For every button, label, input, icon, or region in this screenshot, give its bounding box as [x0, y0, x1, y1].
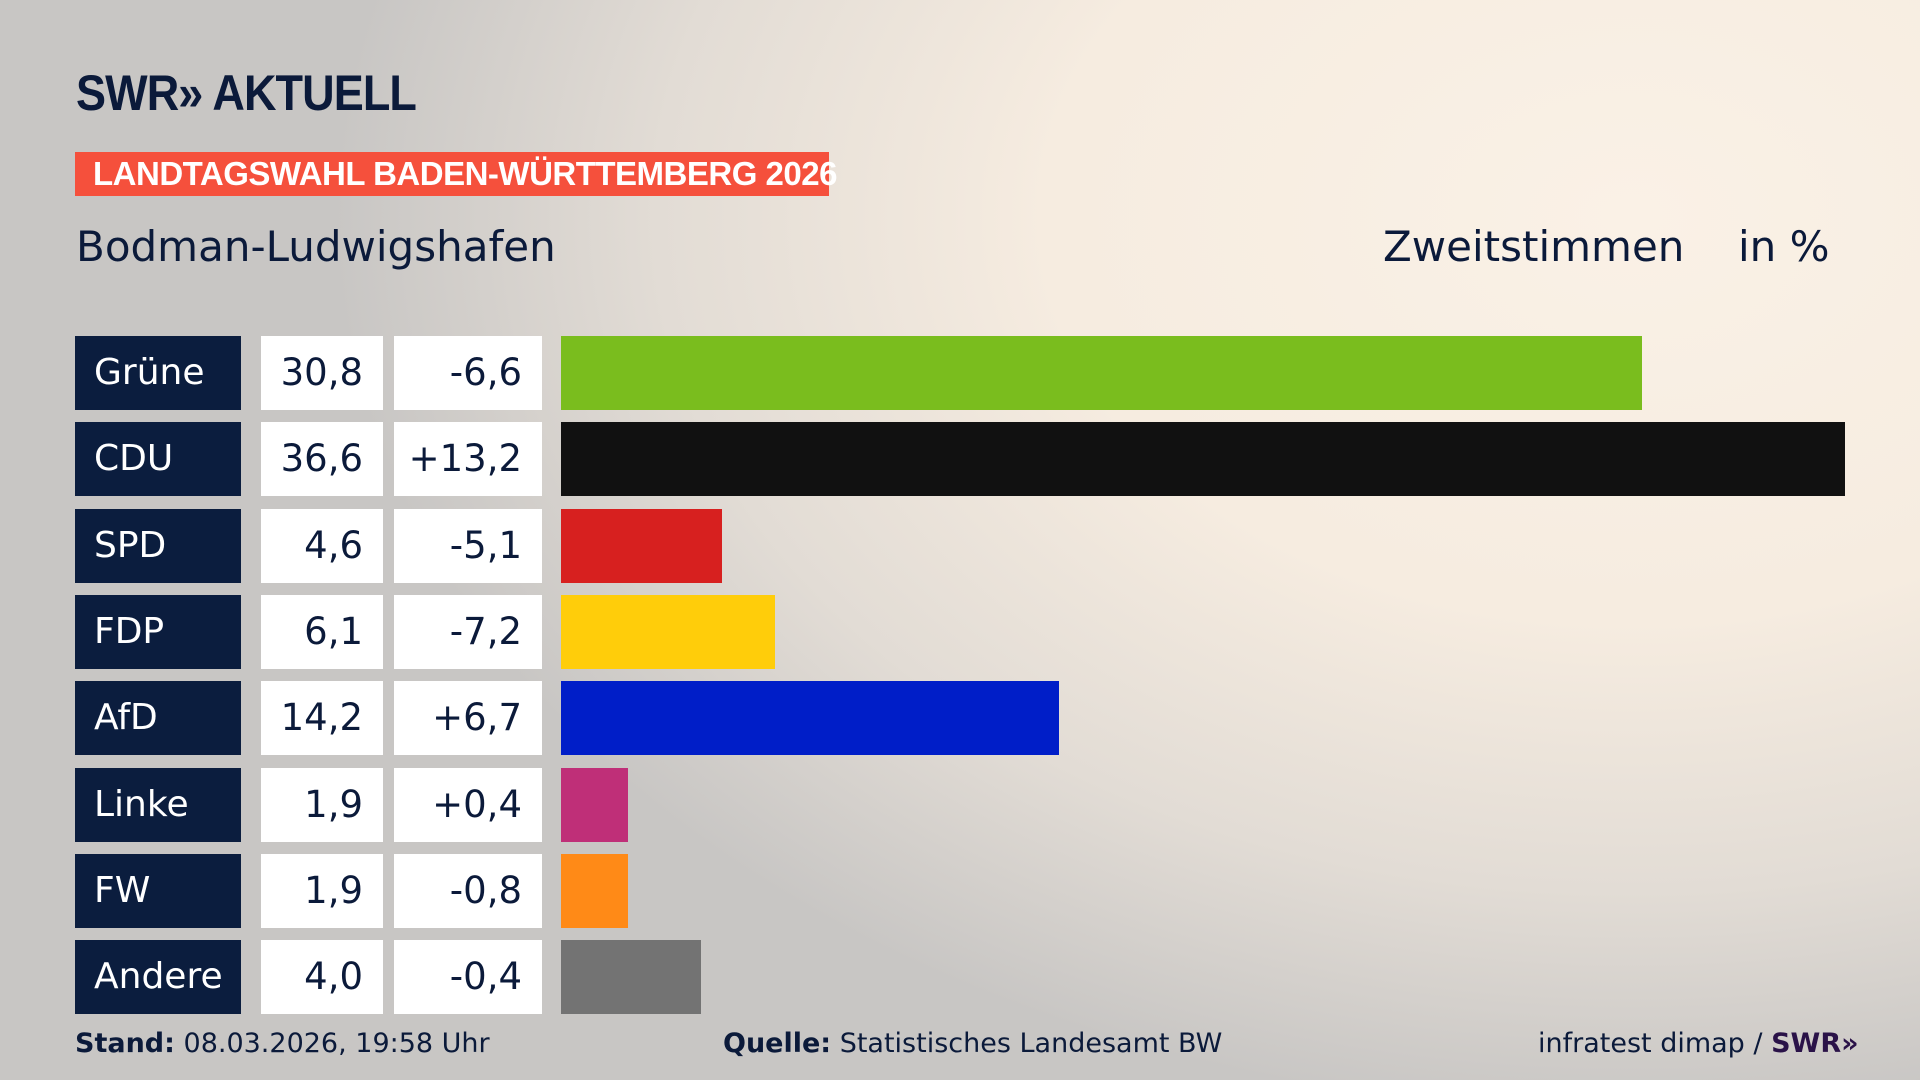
party-row: CDU 36,6 +13,2: [0, 422, 1920, 497]
party-row: Grüne 30,8 -6,6: [0, 336, 1920, 410]
party-row: Linke 1,9 +0,4: [0, 767, 1920, 842]
bar: [561, 767, 628, 842]
value-label: 4,0: [261, 940, 383, 1015]
credit-text: infratest dimap /: [1538, 1028, 1763, 1059]
bar: [561, 853, 628, 928]
election-banner: LANDTAGSWAHL BADEN-WÜRTTEMBERG 2026: [75, 152, 837, 196]
diff-label: -7,2: [394, 594, 542, 669]
timestamp: Stand: 08.03.2026, 19:58 Uhr: [75, 1028, 490, 1059]
source: Quelle: Statistisches Landesamt BW: [723, 1028, 1222, 1059]
value-label: 1,9: [261, 767, 383, 842]
credit: infratest dimap / SWR»: [1538, 1028, 1859, 1059]
diff-label: +0,4: [394, 767, 542, 842]
diff-label: +13,2: [394, 422, 542, 497]
party-row: Andere 4,0 -0,4: [0, 940, 1920, 1015]
value-label: 1,9: [261, 853, 383, 928]
value-label: 4,6: [261, 508, 383, 583]
party-label: SPD: [75, 508, 241, 583]
party-label: Grüne: [75, 336, 241, 410]
source-label: Quelle:: [723, 1028, 832, 1059]
bar: [561, 336, 1642, 410]
diff-label: +6,7: [394, 681, 542, 756]
party-label: FW: [75, 853, 241, 928]
party-row: AfD 14,2 +6,7: [0, 681, 1920, 756]
party-label: Linke: [75, 767, 241, 842]
party-row: FW 1,9 -0,8: [0, 853, 1920, 928]
vote-type-label: Zweitstimmen: [1383, 222, 1685, 271]
bar: [561, 594, 775, 669]
bar: [561, 940, 702, 1015]
party-label: CDU: [75, 422, 241, 497]
stand-label: Stand:: [75, 1028, 175, 1059]
diff-label: -0,4: [394, 940, 542, 1015]
swr-aktuell-logo: SWR» AKTUELL: [76, 65, 417, 121]
diff-label: -0,8: [394, 853, 542, 928]
bar: [561, 508, 723, 583]
party-label: AfD: [75, 681, 241, 756]
unit-label: in %: [1738, 222, 1830, 271]
party-label: Andere: [75, 940, 241, 1015]
bar: [561, 681, 1060, 756]
location-title: Bodman-Ludwigshafen: [76, 222, 556, 271]
value-label: 6,1: [261, 594, 383, 669]
bar: [561, 422, 1845, 497]
diff-label: -6,6: [394, 336, 542, 410]
value-label: 14,2: [261, 681, 383, 756]
diff-label: -5,1: [394, 508, 542, 583]
party-label: FDP: [75, 594, 241, 669]
value-label: 30,8: [261, 336, 383, 410]
party-row: FDP 6,1 -7,2: [0, 594, 1920, 669]
stand-value: 08.03.2026, 19:58 Uhr: [183, 1028, 490, 1059]
value-label: 36,6: [261, 422, 383, 497]
swr-logo: SWR»: [1771, 1028, 1859, 1059]
source-value: Statistisches Landesamt BW: [839, 1028, 1223, 1059]
party-row: SPD 4,6 -5,1: [0, 508, 1920, 583]
